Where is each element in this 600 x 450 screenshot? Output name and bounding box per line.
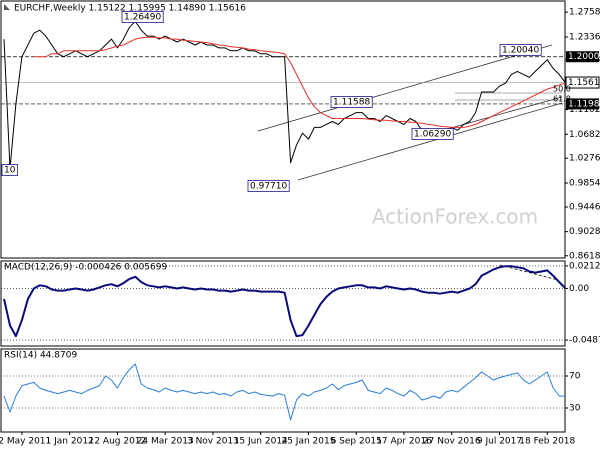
x-tick-label: 6 Sep 2015 — [331, 437, 382, 447]
level-label: 1.20000 — [568, 52, 600, 62]
y-tick-label: 30 — [569, 404, 581, 414]
annotation-box — [411, 128, 454, 140]
x-tick-label: 3 Nov 2013 — [187, 437, 239, 447]
channel-lower — [297, 102, 563, 181]
y-tick-label: 0.00 — [569, 284, 589, 294]
y-tick-label: 70 — [569, 372, 581, 382]
y-tick-label: 1.27580 — [569, 8, 600, 18]
macd-title: MACD(12,26,9) -0.000426 0.005699 — [4, 263, 167, 273]
x-tick-label: 25 Jan 2015 — [281, 437, 335, 447]
x-tick-label: 9 Jul 2017 — [477, 437, 522, 447]
fib-label: 61.8 — [553, 95, 571, 104]
x-tick-label: 24 Mar 2013 — [137, 437, 194, 447]
trend-line — [439, 96, 563, 132]
last-price-label: 1.15616 — [568, 78, 600, 88]
x-tick-label: 22 May 2011 — [0, 437, 51, 447]
y-tick-label: 1.11020 — [569, 105, 600, 115]
x-tick-label: 27 Nov 2016 — [423, 437, 481, 447]
x-tick-label: 15 Jun 2014 — [234, 437, 288, 447]
menu-icon — [4, 4, 10, 10]
series-line — [3, 20, 566, 169]
annotation: 10 — [4, 166, 16, 176]
y-tick-label: 0.86180 — [569, 251, 600, 261]
x-tick-label: 18 Feb 2018 — [519, 437, 575, 447]
rsi-title: RSI(14) 44.8709 — [4, 351, 77, 361]
last-price-box — [565, 76, 600, 89]
y-tick-label: 0.021242 — [569, 261, 600, 271]
y-tick-label: 1.06820 — [569, 130, 600, 140]
y-tick-label: -0.048716 — [569, 336, 600, 346]
annotation-box — [121, 11, 164, 23]
annotation: 1.20040 — [502, 46, 539, 56]
price-panel — [0, 0, 566, 259]
series-line — [33, 36, 566, 128]
level-box — [566, 98, 599, 110]
annotation: 1.11588 — [333, 98, 370, 108]
chart-title: EURCHF,Weekly 1.15122 1.15995 1.14890 1.… — [14, 4, 246, 14]
rsi-panel — [0, 348, 566, 433]
annotation-box — [499, 44, 542, 56]
annotation: 0.97710 — [250, 182, 287, 192]
x-tick-label: 12 Aug 2012 — [89, 437, 147, 447]
x-tick-label: 1 Jan 2012 — [46, 437, 94, 447]
annotation: 1.06290 — [414, 130, 451, 140]
level-label: 1.11980 — [568, 99, 600, 109]
annotation: 1.26490 — [124, 13, 161, 23]
fib-label: 50.0 — [553, 85, 571, 94]
annotation-box — [1, 164, 18, 176]
watermark: ActionForex.com — [372, 205, 538, 229]
x-tick-label: 17 Apr 2016 — [376, 437, 432, 447]
annotation-box — [330, 96, 373, 108]
y-tick-label: 1.23360 — [569, 32, 600, 42]
macd-panel — [0, 260, 566, 347]
series-line — [3, 363, 566, 421]
annotation-box — [247, 180, 290, 192]
level-box — [566, 51, 599, 63]
series-line — [3, 265, 566, 338]
channel-upper — [257, 44, 553, 132]
